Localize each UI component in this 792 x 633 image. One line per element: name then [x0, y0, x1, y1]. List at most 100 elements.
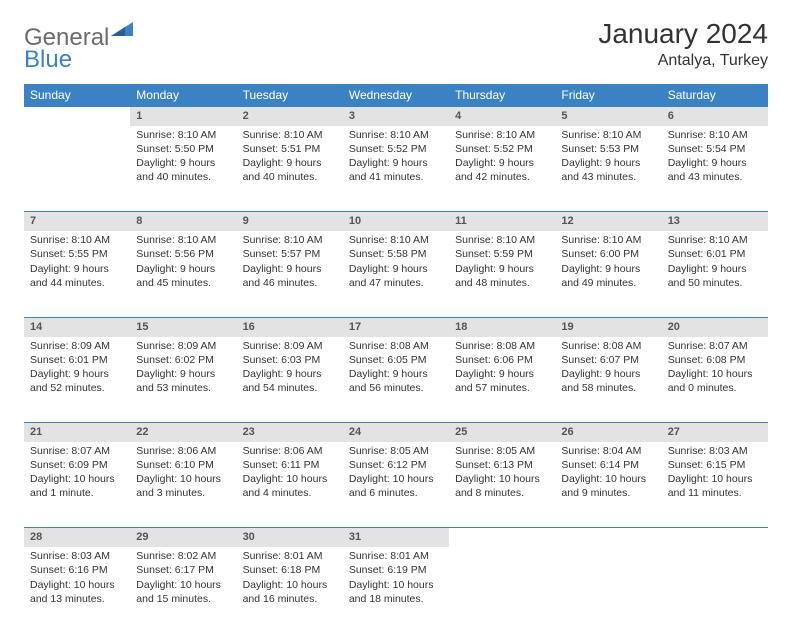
day-cell: Sunrise: 8:09 AMSunset: 6:02 PMDaylight:… [130, 337, 236, 423]
weekday-header: Thursday [449, 84, 555, 107]
sunrise-text: Sunrise: 8:07 AM [668, 339, 762, 353]
day-number-cell: 3 [343, 107, 449, 126]
daylight-text: Daylight: 9 hours and 43 minutes. [668, 156, 762, 184]
sunset-text: Sunset: 6:01 PM [30, 353, 124, 367]
day-number-cell [555, 528, 661, 547]
day-cell: Sunrise: 8:08 AMSunset: 6:06 PMDaylight:… [449, 337, 555, 423]
sunset-text: Sunset: 6:16 PM [30, 563, 124, 577]
location-label: Antalya, Turkey [598, 52, 768, 70]
day-number-row: 123456 [24, 107, 768, 126]
day-content-row: Sunrise: 8:09 AMSunset: 6:01 PMDaylight:… [24, 337, 768, 423]
sunset-text: Sunset: 5:50 PM [136, 142, 230, 156]
logo-triangle-icon [111, 22, 133, 41]
day-number-cell [662, 528, 768, 547]
sunrise-text: Sunrise: 8:08 AM [455, 339, 549, 353]
day-cell: Sunrise: 8:01 AMSunset: 6:18 PMDaylight:… [237, 547, 343, 633]
day-cell: Sunrise: 8:10 AMSunset: 5:54 PMDaylight:… [662, 126, 768, 212]
sunset-text: Sunset: 5:52 PM [349, 142, 443, 156]
day-number-cell: 11 [449, 212, 555, 231]
day-number-cell: 12 [555, 212, 661, 231]
sunset-text: Sunset: 6:17 PM [136, 563, 230, 577]
day-number-cell: 27 [662, 423, 768, 442]
sunset-text: Sunset: 5:53 PM [561, 142, 655, 156]
sunset-text: Sunset: 5:52 PM [455, 142, 549, 156]
sunset-text: Sunset: 6:07 PM [561, 353, 655, 367]
day-number-cell: 8 [130, 212, 236, 231]
sunset-text: Sunset: 5:57 PM [243, 247, 337, 261]
day-cell [24, 126, 130, 212]
day-cell: Sunrise: 8:10 AMSunset: 5:52 PMDaylight:… [343, 126, 449, 212]
day-number-cell: 22 [130, 423, 236, 442]
day-number-cell: 5 [555, 107, 661, 126]
sunrise-text: Sunrise: 8:10 AM [455, 233, 549, 247]
sunrise-text: Sunrise: 8:05 AM [349, 444, 443, 458]
daylight-text: Daylight: 9 hours and 52 minutes. [30, 367, 124, 395]
sunset-text: Sunset: 5:59 PM [455, 247, 549, 261]
sunset-text: Sunset: 5:55 PM [30, 247, 124, 261]
day-content-row: Sunrise: 8:03 AMSunset: 6:16 PMDaylight:… [24, 547, 768, 633]
day-cell: Sunrise: 8:03 AMSunset: 6:16 PMDaylight:… [24, 547, 130, 633]
day-number-cell: 4 [449, 107, 555, 126]
day-cell: Sunrise: 8:06 AMSunset: 6:11 PMDaylight:… [237, 442, 343, 528]
daylight-text: Daylight: 10 hours and 0 minutes. [668, 367, 762, 395]
day-number-cell: 28 [24, 528, 130, 547]
day-number-cell: 19 [555, 317, 661, 336]
weekday-header: Friday [555, 84, 661, 107]
header: General January 2024 Antalya, Turkey [24, 18, 768, 70]
day-number-cell: 15 [130, 317, 236, 336]
sunrise-text: Sunrise: 8:09 AM [136, 339, 230, 353]
day-number-cell: 26 [555, 423, 661, 442]
day-cell: Sunrise: 8:10 AMSunset: 5:55 PMDaylight:… [24, 231, 130, 317]
sunrise-text: Sunrise: 8:10 AM [668, 128, 762, 142]
daylight-text: Daylight: 9 hours and 43 minutes. [561, 156, 655, 184]
daylight-text: Daylight: 10 hours and 4 minutes. [243, 472, 337, 500]
weekday-header: Saturday [662, 84, 768, 107]
day-cell: Sunrise: 8:10 AMSunset: 5:56 PMDaylight:… [130, 231, 236, 317]
day-cell: Sunrise: 8:10 AMSunset: 5:57 PMDaylight:… [237, 231, 343, 317]
sunrise-text: Sunrise: 8:07 AM [30, 444, 124, 458]
daylight-text: Daylight: 10 hours and 11 minutes. [668, 472, 762, 500]
weekday-header-row: Sunday Monday Tuesday Wednesday Thursday… [24, 84, 768, 107]
sunrise-text: Sunrise: 8:10 AM [455, 128, 549, 142]
daylight-text: Daylight: 10 hours and 18 minutes. [349, 578, 443, 606]
day-cell: Sunrise: 8:03 AMSunset: 6:15 PMDaylight:… [662, 442, 768, 528]
sunrise-text: Sunrise: 8:10 AM [561, 233, 655, 247]
sunrise-text: Sunrise: 8:10 AM [668, 233, 762, 247]
sunset-text: Sunset: 6:19 PM [349, 563, 443, 577]
day-cell [449, 547, 555, 633]
day-cell: Sunrise: 8:02 AMSunset: 6:17 PMDaylight:… [130, 547, 236, 633]
sunset-text: Sunset: 6:03 PM [243, 353, 337, 367]
sunset-text: Sunset: 6:11 PM [243, 458, 337, 472]
sunrise-text: Sunrise: 8:06 AM [136, 444, 230, 458]
day-number-cell: 10 [343, 212, 449, 231]
sunrise-text: Sunrise: 8:02 AM [136, 549, 230, 563]
day-content-row: Sunrise: 8:10 AMSunset: 5:50 PMDaylight:… [24, 126, 768, 212]
sunrise-text: Sunrise: 8:10 AM [136, 128, 230, 142]
day-cell: Sunrise: 8:09 AMSunset: 6:03 PMDaylight:… [237, 337, 343, 423]
sunset-text: Sunset: 6:05 PM [349, 353, 443, 367]
sunrise-text: Sunrise: 8:10 AM [561, 128, 655, 142]
day-cell: Sunrise: 8:04 AMSunset: 6:14 PMDaylight:… [555, 442, 661, 528]
daylight-text: Daylight: 9 hours and 42 minutes. [455, 156, 549, 184]
day-cell: Sunrise: 8:05 AMSunset: 6:12 PMDaylight:… [343, 442, 449, 528]
day-number-cell: 2 [237, 107, 343, 126]
day-cell [555, 547, 661, 633]
day-number-cell: 17 [343, 317, 449, 336]
day-number-cell [24, 107, 130, 126]
daylight-text: Daylight: 10 hours and 15 minutes. [136, 578, 230, 606]
sunrise-text: Sunrise: 8:10 AM [349, 233, 443, 247]
sunrise-text: Sunrise: 8:05 AM [455, 444, 549, 458]
day-cell: Sunrise: 8:10 AMSunset: 5:51 PMDaylight:… [237, 126, 343, 212]
sunset-text: Sunset: 6:14 PM [561, 458, 655, 472]
day-number-cell: 30 [237, 528, 343, 547]
day-number-cell: 24 [343, 423, 449, 442]
day-number-row: 28293031 [24, 528, 768, 547]
page-title: January 2024 [598, 18, 768, 50]
daylight-text: Daylight: 9 hours and 44 minutes. [30, 262, 124, 290]
daylight-text: Daylight: 10 hours and 6 minutes. [349, 472, 443, 500]
day-cell: Sunrise: 8:08 AMSunset: 6:07 PMDaylight:… [555, 337, 661, 423]
sunrise-text: Sunrise: 8:08 AM [561, 339, 655, 353]
daylight-text: Daylight: 10 hours and 1 minute. [30, 472, 124, 500]
day-number-cell: 18 [449, 317, 555, 336]
daylight-text: Daylight: 10 hours and 8 minutes. [455, 472, 549, 500]
